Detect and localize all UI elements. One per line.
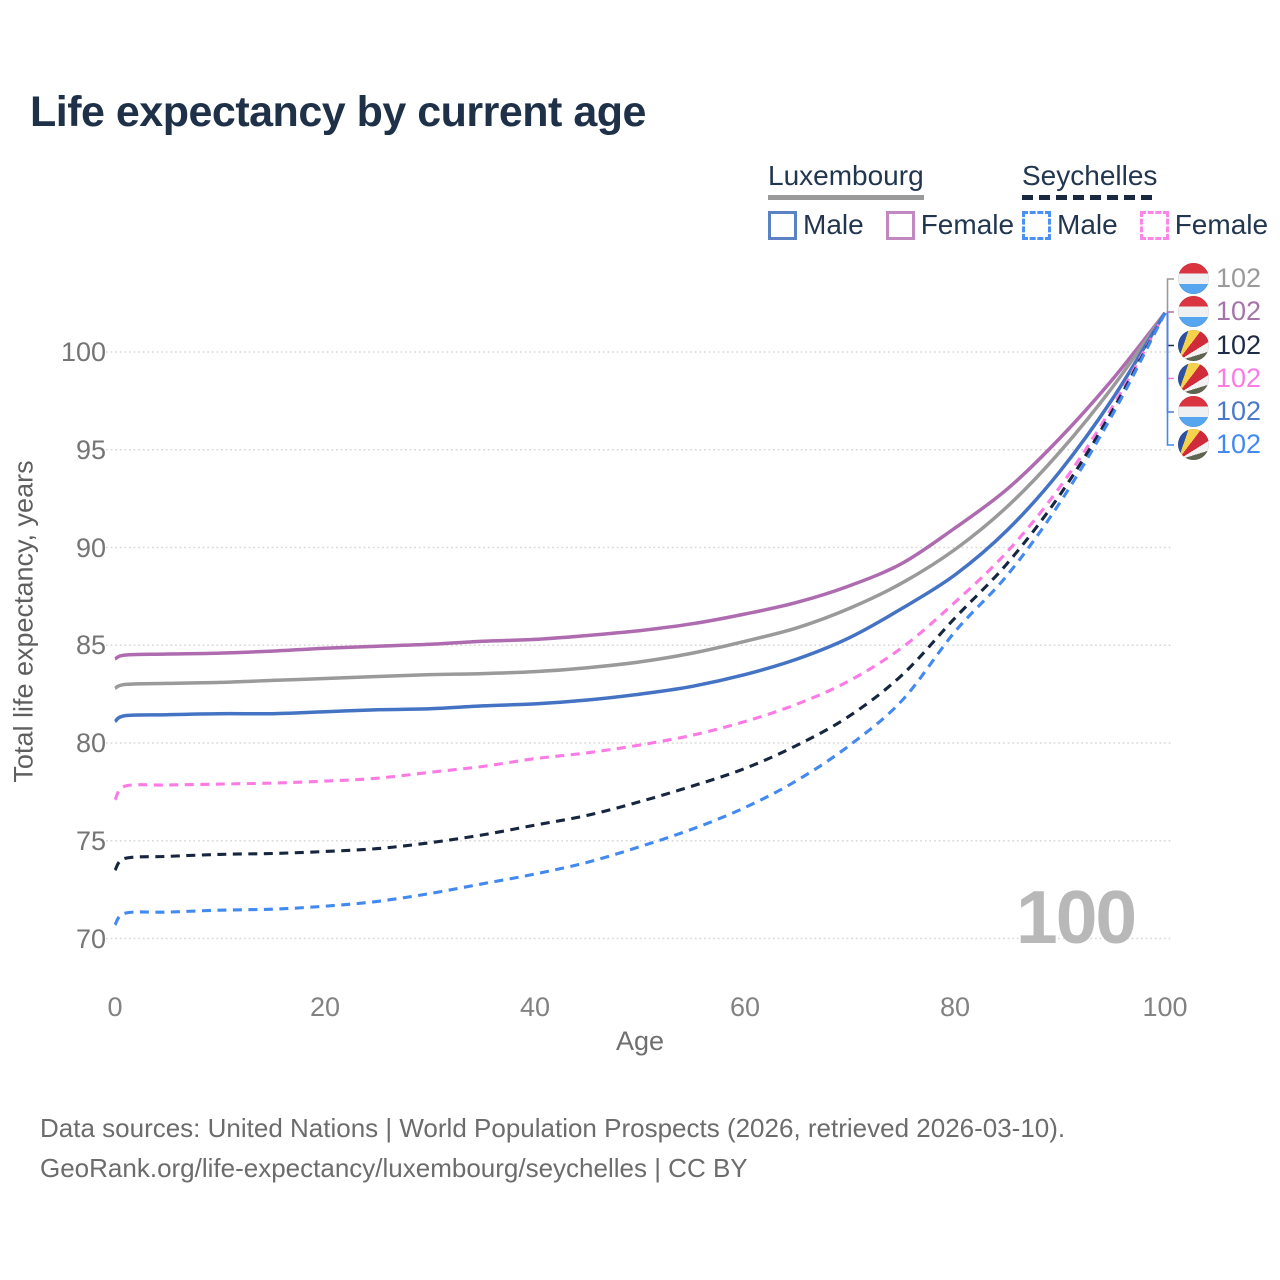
legend-country-linestyle-dashed: [1022, 195, 1158, 200]
page-title: Life expectancy by current age: [30, 88, 646, 136]
legend-swatch-icon: [1022, 210, 1051, 240]
end-label-value: 102: [1216, 396, 1262, 426]
legend-items-row: Male Female: [1022, 209, 1268, 241]
legend-item-seychelles-female[interactable]: Female: [1139, 209, 1269, 241]
x-tick-label-0: 0: [107, 992, 123, 1022]
end-label-connector: [1166, 312, 1174, 446]
legend-country-seychelles[interactable]: Seychelles: [1022, 160, 1158, 200]
legend-item-label: Male: [803, 209, 864, 240]
y-tick-label-75: 75: [75, 825, 106, 856]
legend-item-label: Male: [1057, 209, 1118, 240]
legend-item-label: Female: [1174, 209, 1269, 240]
end-label-value: 102: [1216, 329, 1262, 360]
x-tick-label-100: 100: [1142, 992, 1188, 1022]
x-tick-label-60: 60: [729, 992, 761, 1022]
legend-item-luxembourg-male[interactable]: Male: [768, 209, 864, 241]
y-tick-label-80: 80: [75, 728, 106, 758]
footer-attribution: GeoRank.org/life-expectancy/luxembourg/s…: [40, 1153, 748, 1183]
end-label-row-luxembourg: 102: [1178, 263, 1261, 294]
x-axis-title: Age: [615, 1026, 665, 1056]
end-label-row-seychelles: 102: [1178, 329, 1262, 361]
end-label-connector: [1166, 311, 1174, 313]
series-line-luxembourg-both-sexes: [114, 311, 1167, 690]
luxembourg-flag-icon: [1178, 296, 1209, 327]
y-tick-label-90: 90: [75, 532, 106, 563]
legend-country-linestyle-solid: [768, 195, 924, 200]
seychelles-flag-icon: [1178, 329, 1209, 361]
end-label-row-luxembourg: 102: [1178, 396, 1261, 427]
end-label-row-seychelles: 102: [1178, 362, 1262, 394]
series-line-luxembourg-female: [114, 311, 1167, 661]
y-tick-label-85: 85: [75, 630, 106, 661]
legend-country-luxembourg[interactable]: Luxembourg: [768, 160, 924, 200]
end-label-row-seychelles: 102: [1178, 429, 1261, 460]
end-label-connector: [1166, 312, 1174, 347]
x-tick-label-40: 40: [519, 992, 551, 1022]
legend-swatch-icon: [1139, 210, 1169, 240]
seychelles-flag-icon: [1178, 429, 1209, 460]
legend-group-seychelles: Seychelles Male Female: [1022, 160, 1268, 241]
legend-items-row: Male Female: [768, 209, 1014, 241]
y-tick-label-100: 100: [60, 337, 106, 367]
series-line-seychelles-male: [113, 312, 1167, 926]
luxembourg-flag-icon: [1178, 263, 1209, 294]
y-axis-title: Total life expectancy, years: [8, 460, 39, 783]
end-label-connector: [1166, 278, 1174, 313]
end-label-value: 102: [1216, 263, 1262, 293]
end-label-connector: [1166, 312, 1174, 413]
legend-swatch-icon: [885, 210, 915, 240]
footer: Data sources: United Nations | World Pop…: [40, 1108, 1065, 1188]
y-tick-label-95: 95: [75, 434, 106, 465]
watermark-age-100: 100: [1016, 875, 1137, 959]
x-tick-label-80: 80: [939, 992, 971, 1022]
y-tick-label-70: 70: [75, 923, 106, 954]
end-label-value: 102: [1216, 429, 1262, 459]
x-tick-label-20: 20: [309, 992, 341, 1022]
legend-item-seychelles-male[interactable]: Male: [1022, 209, 1118, 241]
luxembourg-flag-icon: [1178, 396, 1209, 427]
legend-swatch-icon: [768, 210, 797, 240]
footer-data-sources: Data sources: United Nations | World Pop…: [40, 1113, 1066, 1143]
series-line-luxembourg-male: [113, 311, 1167, 724]
end-label-row-luxembourg: 102: [1178, 296, 1261, 327]
series-line-seychelles-female: [113, 312, 1167, 801]
legend-item-luxembourg-female[interactable]: Female: [885, 209, 1015, 241]
legend-item-label: Female: [920, 209, 1015, 240]
series-line-seychelles-both-sexes: [113, 312, 1167, 872]
seychelles-flag-icon: [1178, 362, 1209, 394]
end-label-value: 102: [1216, 362, 1262, 393]
end-label-value: 102: [1216, 296, 1262, 326]
legend-group-luxembourg: Luxembourg Male Female: [768, 160, 1014, 241]
